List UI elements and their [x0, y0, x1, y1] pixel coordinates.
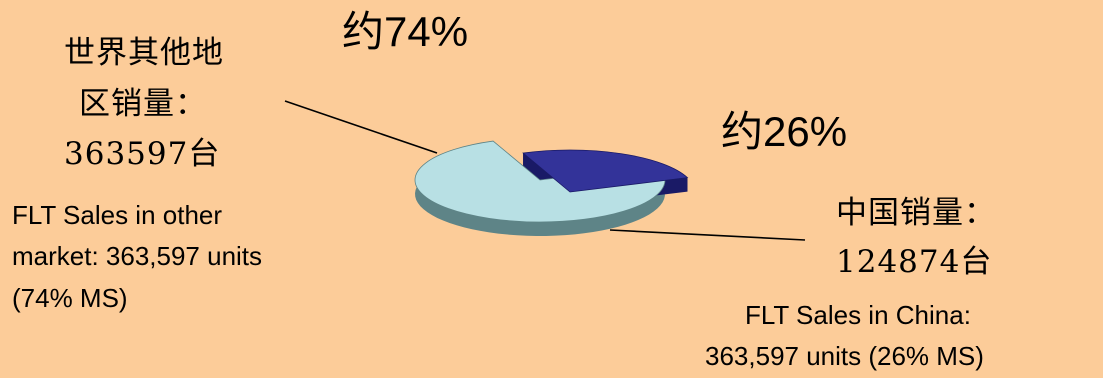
other-market-en-label-line2: market: 363,597 units	[12, 241, 262, 273]
other-market-percent-label: 约74%	[342, 8, 468, 55]
china-en-label-line2: 363,597 units (26% MS)	[705, 341, 984, 373]
leader-line-other-market	[285, 101, 437, 153]
china-cn-label-line2: 124874台	[836, 244, 992, 281]
china-percent-label: 约26%	[721, 108, 847, 155]
other-market-cn-label-line3: 363597台	[64, 136, 220, 173]
other-market-cn-label-line2: 区销量：	[79, 86, 207, 123]
leader-line-china	[610, 230, 805, 240]
china-cn-label-line1: 中国销量：	[836, 195, 996, 232]
other-market-cn-label-line1: 世界其他地	[64, 35, 224, 72]
other-market-en-label-line1: FLT Sales in other	[12, 200, 222, 232]
other-market-en-label-line3: (74% MS)	[12, 283, 128, 315]
china-en-label-line1: FLT Sales in China:	[745, 300, 971, 332]
